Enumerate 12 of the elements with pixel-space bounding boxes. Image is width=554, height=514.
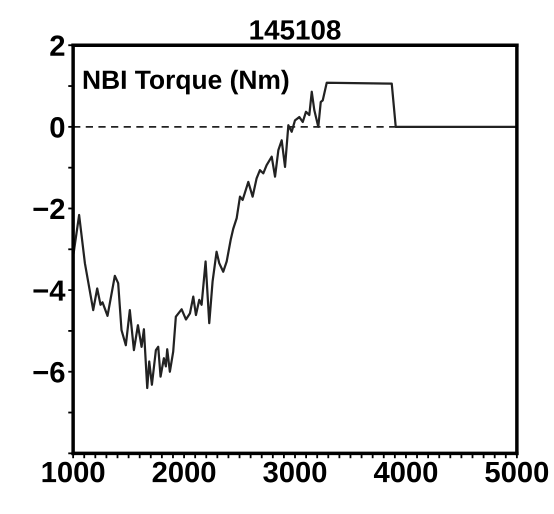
x-tick-label: 4000	[374, 462, 438, 482]
chart-title: 145108	[250, 20, 341, 40]
x-tick-label: 3000	[263, 462, 326, 482]
y-tick-label: 0	[50, 117, 64, 138]
x-tick-label: 5000	[485, 462, 548, 482]
y-tick-label: −4	[33, 280, 66, 301]
y-tick-label: −2	[33, 198, 64, 220]
y-tick-label: 2	[50, 35, 64, 56]
x-tick-label: 2000	[152, 462, 216, 482]
y-tick-label: −6	[33, 362, 64, 383]
annotation: NBI Torque (Nm)	[84, 70, 288, 94]
x-tick-label: 1000	[42, 462, 104, 482]
